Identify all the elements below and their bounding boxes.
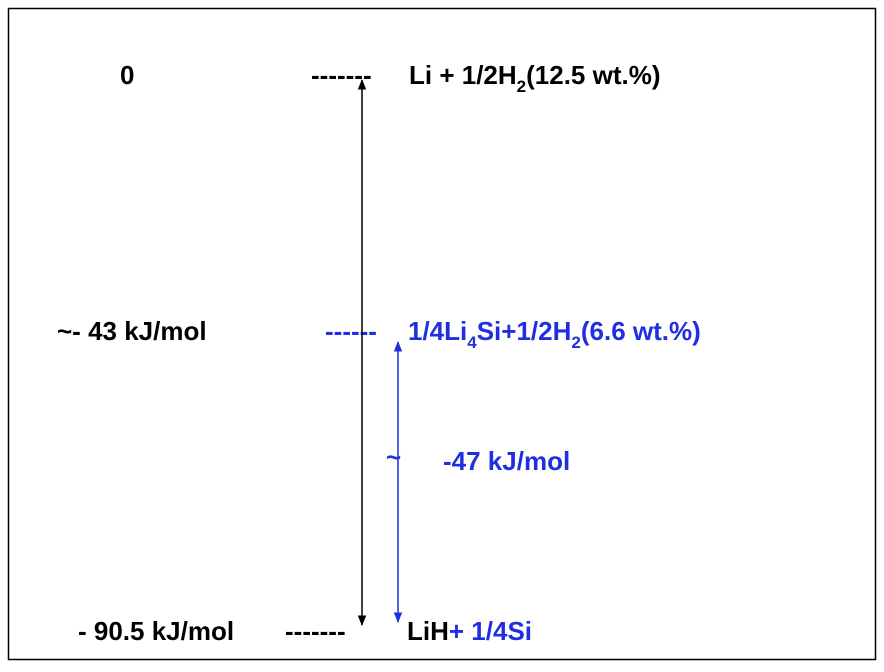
approx-sign: ~	[386, 442, 401, 472]
level-line: ------	[325, 316, 377, 346]
formula-part: (6.6 wt.%)	[581, 316, 701, 346]
formula-part: 1/4Li	[408, 316, 467, 346]
formula-part: Si+1/2H	[477, 316, 572, 346]
energy-label: 0	[120, 60, 134, 90]
formula-part: Li + 1/2H	[409, 60, 517, 90]
species: LiH+ 1/4Si	[407, 616, 532, 646]
gap-label: -47 kJ/mol	[443, 446, 570, 476]
formula-part: LiH	[407, 616, 449, 646]
level-line: -------	[285, 616, 346, 646]
species: 1/4Li4Si+1/2H2(6.6 wt.%)	[408, 316, 701, 352]
formula-part: (12.5 wt.%)	[526, 60, 660, 90]
subscript: 2	[571, 333, 580, 352]
energy-label: ~- 43 kJ/mol	[57, 316, 207, 346]
formula-part: + 1/4Si	[449, 616, 532, 646]
frame	[7, 7, 877, 661]
subscript: 2	[517, 77, 526, 96]
subscript: 4	[467, 333, 477, 352]
species: Li + 1/2H2(12.5 wt.%)	[409, 60, 661, 96]
energy-label: - 90.5 kJ/mol	[78, 616, 234, 646]
